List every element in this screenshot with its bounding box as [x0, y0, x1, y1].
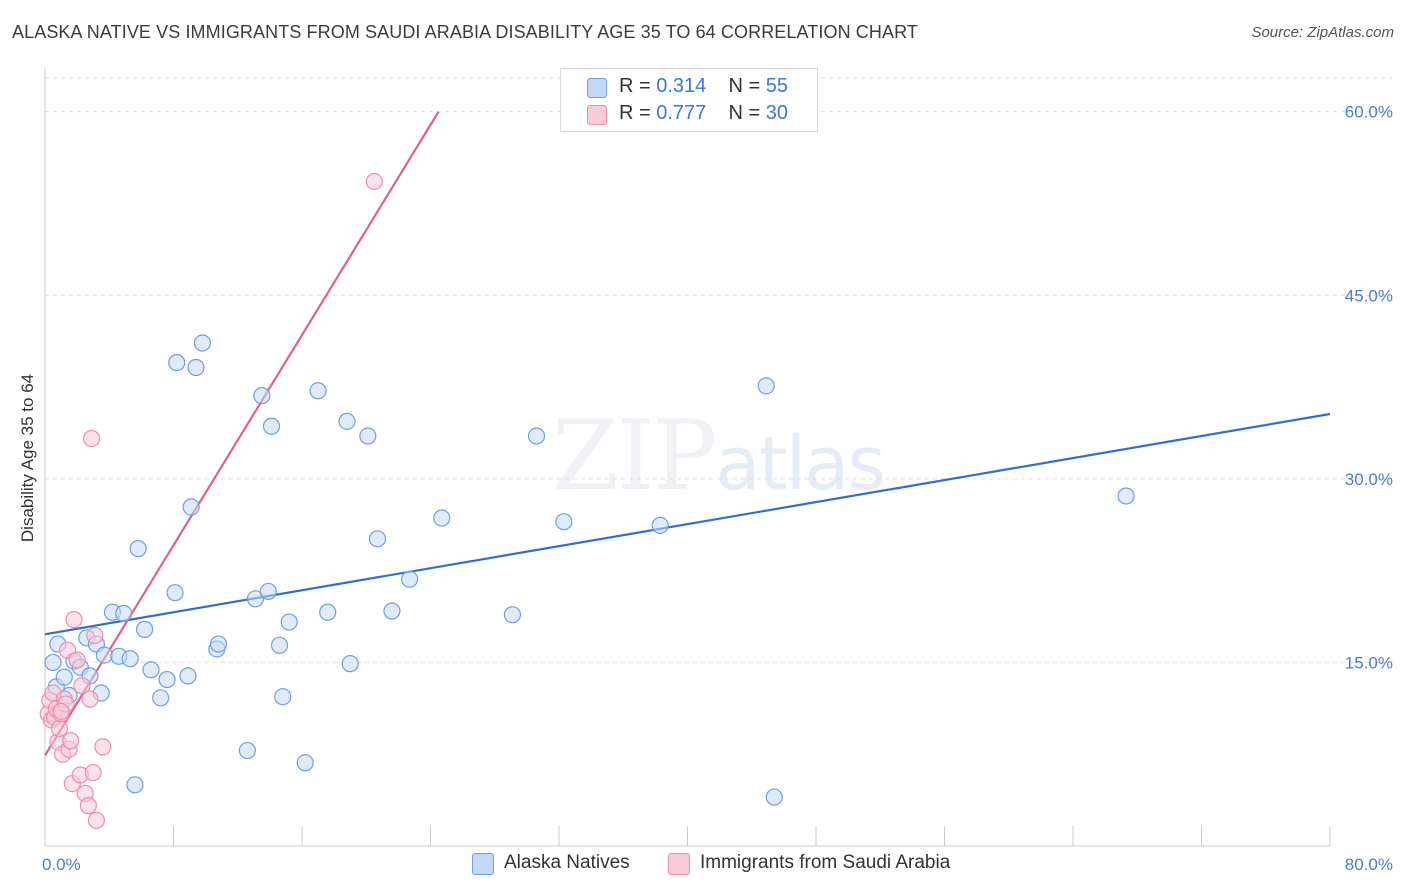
data-point — [166, 584, 184, 602]
y-tick-label: 45.0% — [1345, 286, 1393, 305]
legend-r-label: R = — [619, 75, 651, 97]
series-alaska-natives — [44, 334, 1135, 806]
data-point — [158, 670, 176, 689]
y-axis-label: Disability Age 35 to 64 — [18, 374, 37, 542]
series-saudi-arabia — [39, 172, 383, 829]
y-tick-label: 60.0% — [1345, 103, 1393, 122]
legend-n-value: 30 — [765, 102, 789, 124]
data-point — [65, 610, 83, 629]
legend: R = 0.314 N = 55 R = 0.777 N = 30 — [560, 68, 818, 132]
data-point — [555, 513, 573, 531]
data-point — [81, 690, 99, 708]
data-point — [129, 540, 147, 558]
trend-line — [44, 111, 440, 757]
data-point — [341, 655, 359, 673]
data-point — [1117, 487, 1135, 505]
legend-n-label: N = — [728, 102, 761, 124]
data-point — [309, 382, 327, 400]
data-point — [253, 387, 271, 405]
source-label: Source: ZipAtlas.com — [1251, 24, 1394, 41]
y-tick-label: 30.0% — [1345, 470, 1393, 489]
data-point — [527, 427, 546, 445]
data-point — [296, 754, 314, 772]
data-point — [368, 530, 387, 548]
data-point — [55, 668, 73, 686]
watermark: ZIPatlas — [552, 400, 886, 512]
data-point — [262, 417, 281, 435]
watermark-atlas: atlas — [715, 421, 886, 507]
data-point — [246, 590, 265, 608]
data-point — [433, 509, 451, 527]
data-point — [44, 653, 62, 672]
data-point — [115, 604, 133, 623]
data-point — [68, 651, 86, 669]
legend-r-value: 0.777 — [656, 102, 707, 124]
trend-line — [44, 412, 1331, 636]
data-point — [259, 582, 277, 601]
data-point — [152, 689, 170, 707]
data-point — [87, 811, 106, 829]
data-point — [187, 358, 205, 377]
data-point — [274, 688, 292, 706]
data-point — [280, 613, 298, 631]
data-point — [79, 797, 97, 815]
data-point — [757, 377, 775, 395]
data-point — [135, 620, 154, 638]
data-point — [52, 702, 70, 720]
bottom-legend-swatch-blue — [472, 853, 494, 875]
legend-r-label: R = — [619, 102, 651, 124]
chart-title: ALASKA NATIVE VS IMMIGRANTS FROM SAUDI A… — [12, 22, 918, 42]
x-tick-label-max: 80.0% — [1345, 855, 1393, 874]
data-point — [94, 738, 112, 756]
data-point — [73, 677, 91, 695]
data-point — [651, 516, 669, 534]
bottom-legend-swatch-pink — [668, 853, 690, 875]
x-tick-label-min: 0.0% — [42, 855, 81, 874]
data-point — [383, 602, 401, 620]
data-point — [319, 603, 337, 621]
data-point — [765, 788, 783, 806]
data-point — [359, 427, 377, 445]
data-point — [238, 741, 256, 760]
data-point — [270, 636, 289, 654]
data-point — [503, 606, 522, 624]
legend-swatch-pink — [587, 105, 607, 125]
data-point — [84, 763, 102, 782]
data-point — [365, 172, 383, 191]
data-point — [126, 776, 144, 794]
data-point — [401, 570, 419, 588]
data-point — [209, 635, 228, 653]
data-point — [95, 646, 114, 664]
data-point — [338, 412, 356, 430]
bottom-legend-label: Immigrants from Saudi Arabia — [700, 852, 951, 873]
data-point — [182, 498, 200, 516]
data-point — [62, 732, 80, 750]
data-point — [86, 626, 104, 645]
axes — [44, 68, 1331, 847]
bottom-legend-label: Alaska Natives — [504, 852, 630, 873]
tick-labels: 15.0% 30.0% 45.0% 60.0% 0.0% 80.0% Disability … — [18, 103, 1393, 874]
legend-swatch-blue — [587, 78, 607, 98]
data-point — [142, 661, 160, 679]
data-point — [50, 719, 69, 738]
grid-lines — [45, 77, 1392, 663]
trend-lines — [44, 111, 1331, 757]
data-point — [168, 353, 186, 372]
data-point — [193, 334, 212, 352]
legend-n-label: N = — [728, 75, 761, 97]
data-point — [121, 650, 139, 668]
legend-r-value: 0.314 — [656, 75, 707, 97]
data-point — [179, 667, 197, 685]
y-tick-label: 15.0% — [1345, 653, 1393, 672]
watermark-zip: ZIP — [552, 400, 717, 512]
data-point — [82, 429, 101, 448]
legend-n-value: 55 — [765, 75, 789, 97]
